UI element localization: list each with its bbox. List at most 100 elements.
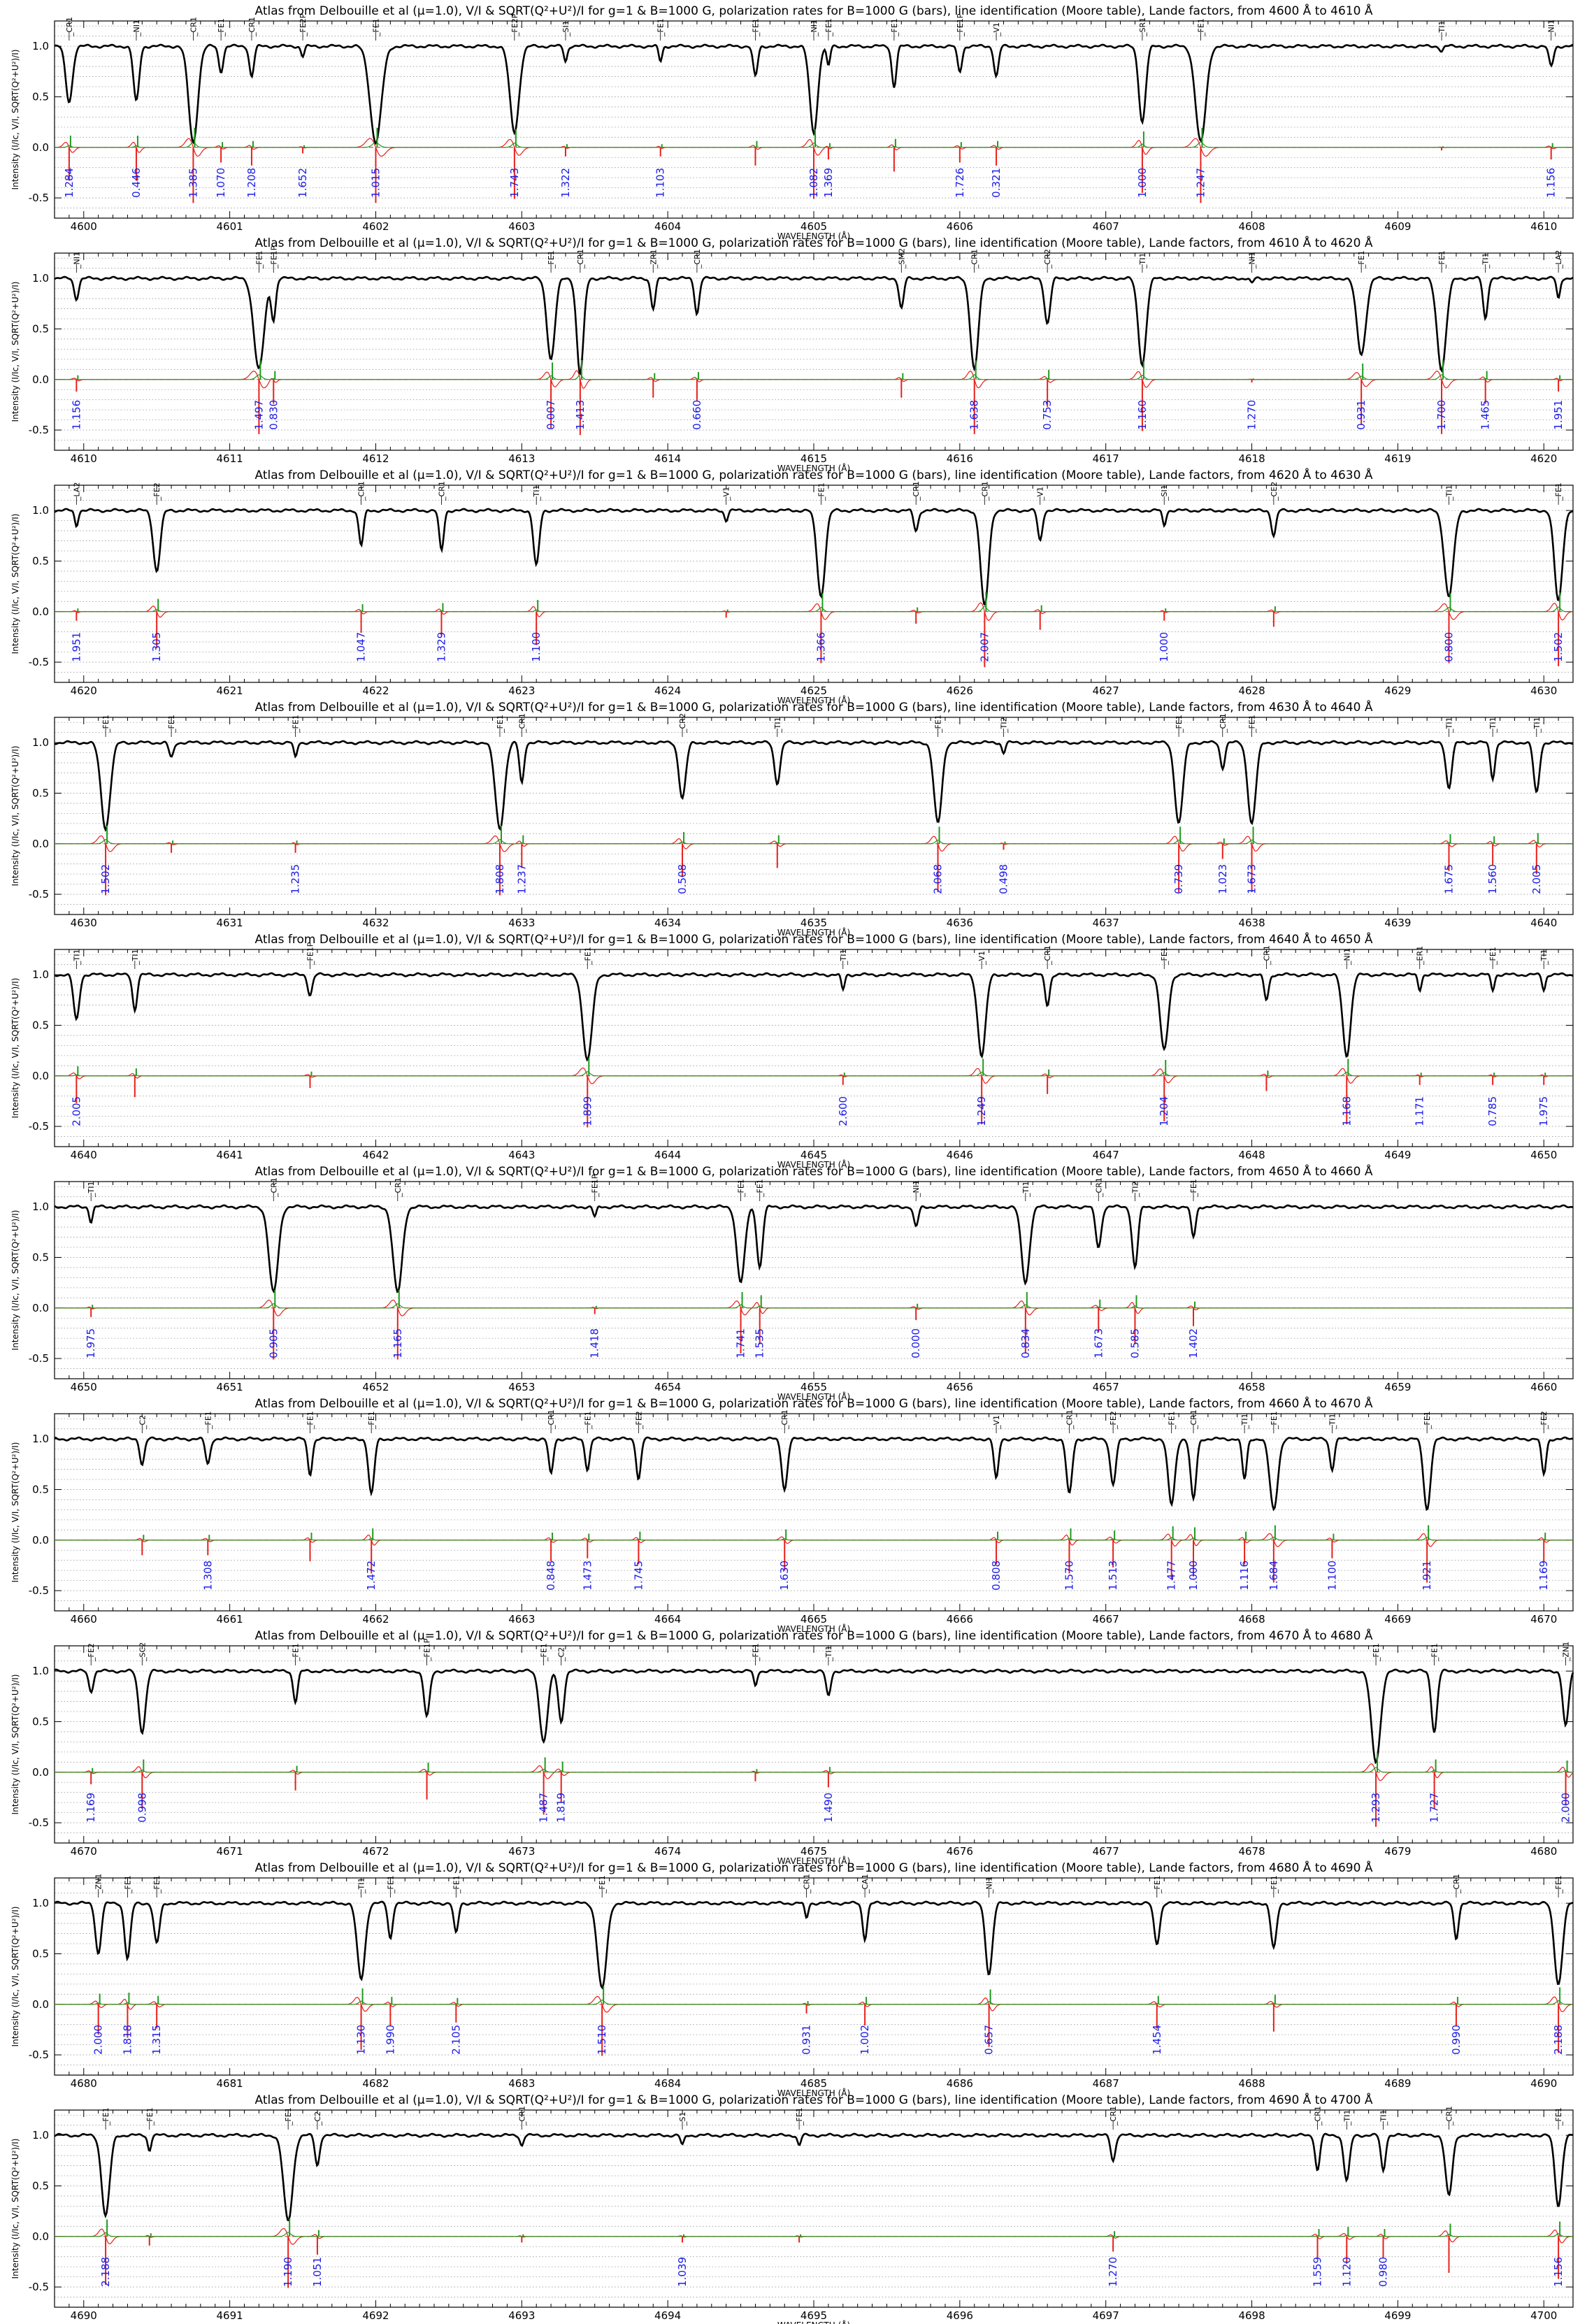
y-tick-label: 0.0 bbox=[32, 1302, 49, 1314]
line-identification: _FE1 bbox=[756, 1179, 765, 1198]
y-axis-label: Intensity (I/Ic, V/I, SQRT(Q²+U²)/I) bbox=[10, 1674, 20, 1815]
lande-factor: 1.745 bbox=[632, 1561, 645, 1591]
lande-factor: 1.249 bbox=[975, 1096, 988, 1126]
lande-factor: 1.000 bbox=[1136, 168, 1149, 198]
x-tick-label: 4612 bbox=[362, 452, 389, 465]
y-tick-label: 1.0 bbox=[32, 1665, 49, 1677]
line-identification: _FE1P bbox=[306, 942, 315, 966]
x-tick-label: 4680 bbox=[71, 2077, 97, 2090]
line-identification: _CR1 bbox=[780, 1410, 789, 1430]
x-tick-label: 4658 bbox=[1238, 1381, 1265, 1393]
x-tick-label: 4699 bbox=[1384, 2309, 1411, 2322]
lande-factor: 1.513 bbox=[1107, 1561, 1119, 1591]
lande-factor: 1.490 bbox=[822, 1793, 835, 1823]
line-identification: _FE1 bbox=[751, 18, 760, 37]
x-tick-label: 4628 bbox=[1238, 684, 1265, 697]
y-axis-label: Intensity (I/Ic, V/I, SQRT(Q²+U²)/I) bbox=[10, 2139, 20, 2279]
series-intensity bbox=[54, 1436, 1574, 1512]
line-identification: _FE1 bbox=[284, 2107, 293, 2126]
line-identification: _FE1 bbox=[1554, 2107, 1563, 2126]
x-tick-label: 4614 bbox=[654, 452, 681, 465]
line-identification: _CR1 bbox=[693, 249, 702, 269]
line-identification: _FE2 bbox=[634, 1411, 643, 1430]
y-axis-label: Intensity (I/Ic, V/I, SQRT(Q²+U²)/I) bbox=[10, 1442, 20, 1583]
line-identification: _CR1 bbox=[394, 1177, 403, 1198]
lande-factor: 1.322 bbox=[559, 168, 572, 198]
lande-factor: 0.446 bbox=[130, 168, 143, 198]
line-identification: _CA1 bbox=[861, 1874, 870, 1894]
lande-factor: 1.385 bbox=[187, 168, 199, 198]
line-identification: _CR1 bbox=[1444, 2106, 1453, 2126]
atlas-panel: Atlas from Delbouille et al (μ=1.0), V/I… bbox=[10, 1860, 1574, 2098]
atlas-panel: Atlas from Delbouille et al (μ=1.0), V/I… bbox=[10, 2092, 1574, 2324]
x-axis-label: WAVELENGTH (Å) bbox=[777, 927, 850, 938]
x-tick-label: 4686 bbox=[947, 2077, 973, 2090]
x-axis-label: WAVELENGTH (Å) bbox=[777, 463, 850, 473]
lande-factor: 2.188 bbox=[99, 2257, 112, 2287]
lande-factor: 0.848 bbox=[545, 1561, 557, 1591]
line-identification: _CR1 bbox=[247, 17, 257, 37]
x-tick-label: 4683 bbox=[508, 2077, 535, 2090]
y-tick-label: 0.0 bbox=[32, 605, 49, 618]
x-tick-label: 4656 bbox=[947, 1381, 973, 1393]
line-identification: _FE1 bbox=[583, 947, 592, 966]
y-tick-label: 1.0 bbox=[32, 1433, 49, 1445]
line-identification: _FE2 bbox=[1539, 1411, 1549, 1430]
line-identification: _TI2 bbox=[1000, 717, 1009, 733]
y-tick-label: -0.5 bbox=[29, 888, 49, 901]
y-tick-label: -0.5 bbox=[29, 1816, 49, 1829]
line-identification: _FE1 bbox=[1554, 1875, 1563, 1894]
line-identification: _V1 bbox=[1036, 487, 1045, 501]
series-intensity bbox=[54, 1668, 1574, 1765]
series-linear-polarization bbox=[55, 838, 1573, 845]
x-tick-label: 4661 bbox=[217, 1613, 243, 1626]
line-identification: _FE1 bbox=[101, 2107, 110, 2126]
line-identification: _C2 bbox=[313, 2111, 322, 2126]
lande-factor: 1.673 bbox=[1246, 864, 1258, 894]
x-tick-label: 4666 bbox=[947, 1613, 973, 1626]
x-tick-label: 4667 bbox=[1093, 1613, 1119, 1626]
lande-factor: 1.951 bbox=[1552, 400, 1565, 430]
line-identification: _LA2 bbox=[1554, 250, 1563, 269]
x-tick-label: 4675 bbox=[800, 1845, 827, 1858]
x-tick-label: 4698 bbox=[1238, 2309, 1265, 2322]
x-tick-label: 4670 bbox=[71, 1845, 97, 1858]
x-tick-label: 4655 bbox=[800, 1381, 827, 1393]
x-tick-label: 4652 bbox=[362, 1381, 389, 1393]
x-tick-label: 4657 bbox=[1093, 1381, 1119, 1393]
x-tick-label: 4649 bbox=[1384, 1149, 1411, 1161]
x-tick-label: 4621 bbox=[217, 684, 243, 697]
x-tick-label: 4651 bbox=[217, 1381, 243, 1393]
x-axis-label: WAVELENGTH (Å) bbox=[777, 2320, 850, 2324]
x-tick-label: 4640 bbox=[71, 1149, 97, 1161]
line-identification: _TI1 bbox=[1379, 2110, 1388, 2126]
y-tick-label: 0.5 bbox=[32, 1251, 49, 1263]
line-identification: _TI1 bbox=[72, 949, 81, 966]
lande-factor: 1.808 bbox=[494, 864, 506, 894]
x-tick-label: 4636 bbox=[947, 917, 973, 929]
x-tick-label: 4690 bbox=[1530, 2077, 1557, 2090]
x-tick-label: 4622 bbox=[362, 684, 389, 697]
line-identification: _TI1 bbox=[1488, 717, 1498, 733]
atlas-panel: Atlas from Delbouille et al (μ=1.0), V/I… bbox=[10, 235, 1574, 473]
atlas-panel: Atlas from Delbouille et al (μ=1.0), V/I… bbox=[10, 1628, 1574, 1866]
line-identification: _TI1 bbox=[1444, 485, 1453, 501]
x-tick-label: 4626 bbox=[947, 684, 973, 697]
series-intensity bbox=[54, 43, 1574, 145]
x-tick-label: 4627 bbox=[1093, 684, 1119, 697]
x-tick-label: 4600 bbox=[71, 220, 97, 233]
series-linear-polarization bbox=[55, 373, 1573, 380]
line-identification: _FE1 bbox=[1248, 715, 1257, 733]
line-identification: _CR1 bbox=[803, 1874, 812, 1894]
panel-title: Atlas from Delbouille et al (μ=1.0), V/I… bbox=[255, 1628, 1373, 1643]
line-identification: _FE2P bbox=[299, 13, 308, 37]
x-tick-label: 4678 bbox=[1238, 1845, 1265, 1858]
line-identification: _FE1 bbox=[152, 1875, 161, 1894]
line-identification: _CE2 bbox=[1270, 482, 1279, 501]
atlas-panel: Atlas from Delbouille et al (μ=1.0), V/I… bbox=[10, 467, 1574, 705]
line-identification: _FE1 bbox=[1160, 947, 1169, 966]
line-identification: _CR1 bbox=[65, 17, 74, 37]
lande-factor: 1.741 bbox=[735, 1328, 747, 1358]
x-tick-label: 4625 bbox=[800, 684, 827, 697]
